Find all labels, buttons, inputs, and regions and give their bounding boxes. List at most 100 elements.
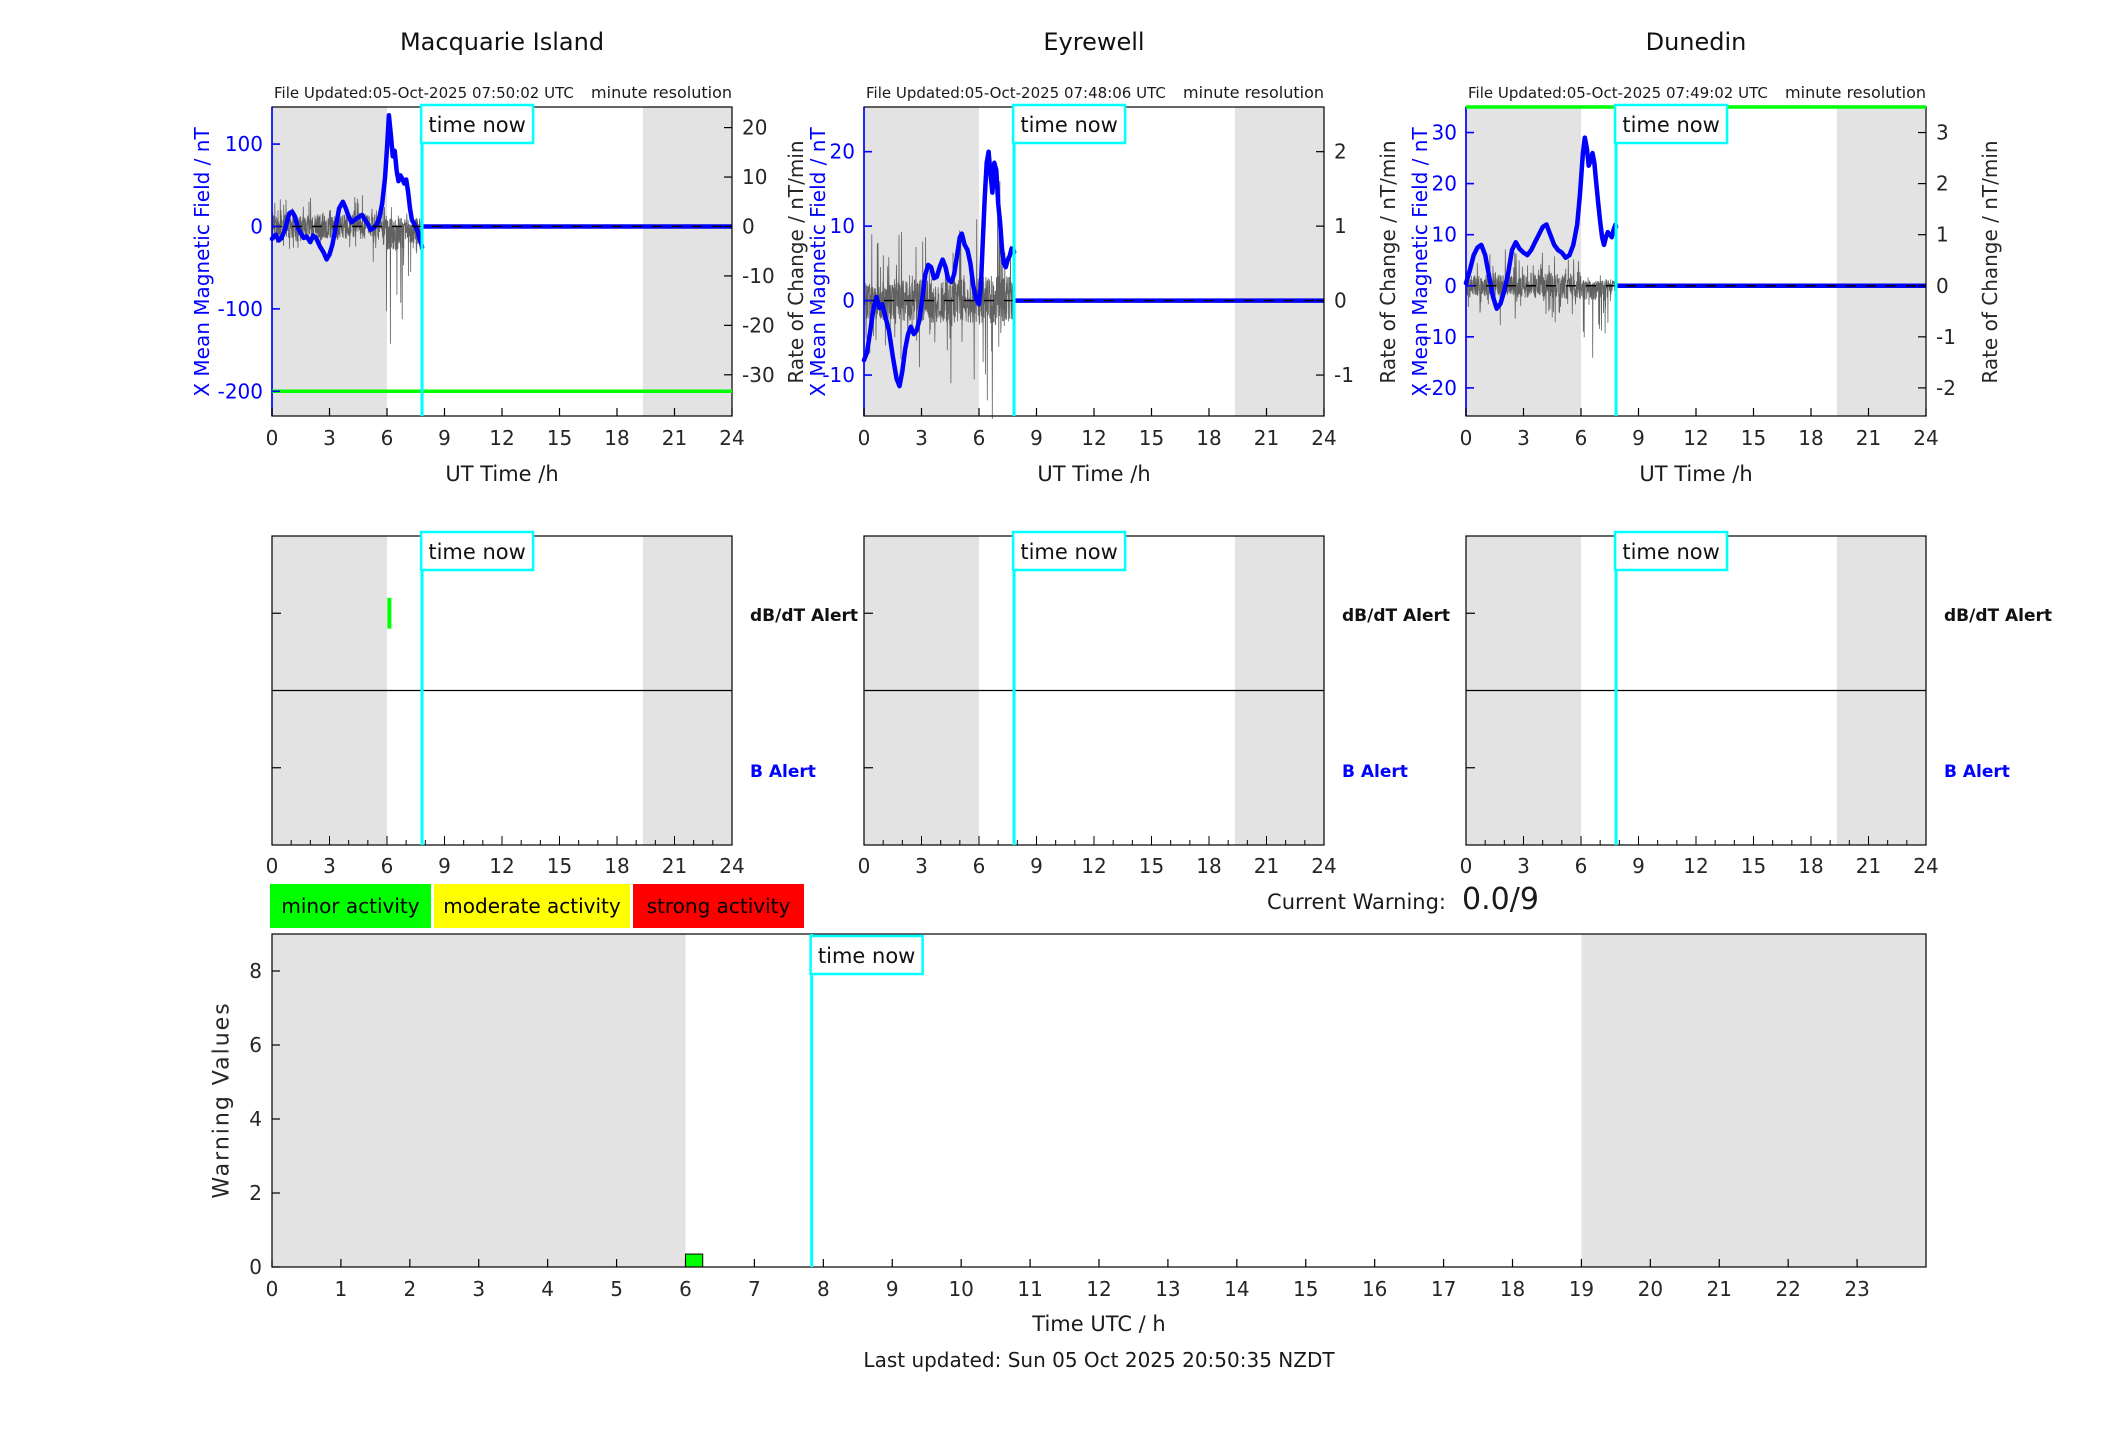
- tick-label: 9: [1030, 854, 1043, 878]
- current-warning-value: 0.0/9: [1462, 882, 1539, 917]
- tick-label: 1: [1936, 223, 1949, 247]
- tick-label: 0: [858, 426, 871, 450]
- tick-label: 9: [1632, 854, 1645, 878]
- legend-minor-activity: minor activity: [270, 884, 431, 928]
- tick-label: 20: [830, 140, 855, 164]
- night-shading: [272, 934, 1926, 1267]
- tick-label: -10: [822, 363, 855, 387]
- warning-bar: [685, 1253, 704, 1268]
- b-alert-label-dunedin: B Alert: [1944, 762, 2010, 782]
- tick-label: 12: [1086, 1277, 1111, 1301]
- y-axis-label-left-eyrewell: X Mean Magnetic Field / nT: [806, 127, 830, 397]
- tick-label: 4: [541, 1277, 554, 1301]
- night-shading: [1466, 107, 1926, 416]
- tick-label: 12: [1683, 854, 1708, 878]
- time-now-label: time now: [1020, 540, 1117, 564]
- tick-label: 0: [1444, 274, 1457, 298]
- tick-label: 15: [1741, 854, 1766, 878]
- legend-moderate-activity: moderate activity: [434, 884, 630, 928]
- file-updated-eyrewell: File Updated:05-Oct-2025 07:48:06 UTC: [866, 84, 1166, 102]
- mean-field-trace: [861, 149, 1017, 389]
- tick-label: 2: [1936, 172, 1949, 196]
- tick-label: 1: [335, 1277, 348, 1301]
- time-now-box: [1613, 103, 1729, 145]
- tick-label: 11: [1017, 1277, 1042, 1301]
- tick-label: 18: [604, 426, 629, 450]
- tick-label: 21: [662, 426, 687, 450]
- time-utc-axis-label: Time UTC / h: [1032, 1312, 1166, 1336]
- tick-label: 15: [1293, 1277, 1318, 1301]
- time-now-label: time now: [1622, 113, 1719, 137]
- tick-label: 6: [1575, 426, 1588, 450]
- resolution-label-dunedin: minute resolution: [1785, 83, 1926, 102]
- tick-label: 18: [1798, 854, 1823, 878]
- time-now-box: [1011, 530, 1127, 572]
- tick-label: -2: [1936, 376, 1956, 400]
- x-axis-label-dunedin: UT Time /h: [1639, 462, 1753, 486]
- resolution-label-eyrewell: minute resolution: [1183, 83, 1324, 102]
- tick-label: 12: [1081, 854, 1106, 878]
- mean-field-trace: [269, 112, 425, 262]
- rate-of-change-trace: [271, 192, 423, 344]
- tick-label: 12: [489, 426, 514, 450]
- time-now-box: [419, 103, 535, 145]
- tick-label: 22: [1775, 1277, 1800, 1301]
- tick-label: 0: [842, 289, 855, 313]
- tick-label: 12: [1683, 426, 1708, 450]
- tick-label: 17: [1431, 1277, 1456, 1301]
- current-warning-label: Current Warning:: [1267, 890, 1446, 914]
- tick-label: 24: [719, 854, 744, 878]
- tick-label: 15: [547, 426, 572, 450]
- legend-strong-activity: strong activity: [633, 884, 804, 928]
- tick-label: 7: [748, 1277, 761, 1301]
- tick-label: 12: [489, 854, 514, 878]
- tick-label: 18: [1798, 426, 1823, 450]
- tick-label: 3: [915, 854, 928, 878]
- time-now-label: time now: [428, 540, 525, 564]
- tick-label: 24: [1913, 854, 1938, 878]
- time-now-label: time now: [818, 944, 915, 968]
- tick-label: 100: [225, 132, 263, 156]
- tick-label: 6: [973, 426, 986, 450]
- tick-label: -20: [1424, 376, 1457, 400]
- station-title-dunedin: Dunedin: [1645, 28, 1747, 56]
- tick-label: 2: [403, 1277, 416, 1301]
- tick-label: 3: [1936, 121, 1949, 145]
- tick-label: 24: [1311, 426, 1336, 450]
- tick-label: 20: [1432, 172, 1457, 196]
- tick-label: 24: [719, 426, 744, 450]
- tick-label: 21: [662, 854, 687, 878]
- dbdt-alert-label-macquarie: dB/dT Alert: [750, 606, 859, 626]
- night-shading: [272, 107, 732, 416]
- tick-label: 14: [1224, 1277, 1249, 1301]
- tick-label: 9: [438, 854, 451, 878]
- tick-label: 10: [830, 214, 855, 238]
- tick-label: 9: [1632, 426, 1645, 450]
- station-title-macquarie: Macquarie Island: [399, 28, 605, 56]
- alert-panel-dunedin: 0 3 6 9 12 15 18 21 24 time now: [1460, 530, 1939, 878]
- tick-label: -100: [218, 297, 263, 321]
- b-alert-label-macquarie: B Alert: [750, 762, 816, 782]
- y-axis-label-right-eyrewell: Rate of Change / nT/min: [1376, 140, 1400, 384]
- dbdt-alert-label-eyrewell: dB/dT Alert: [1342, 606, 1451, 626]
- alert-event-bar: [387, 597, 392, 629]
- tick-label: 3: [472, 1277, 485, 1301]
- tick-label: 0: [1936, 274, 1949, 298]
- tick-label: 18: [1500, 1277, 1525, 1301]
- station-title-eyrewell: Eyrewell: [1043, 28, 1145, 56]
- tick-label: -10: [1424, 325, 1457, 349]
- x-axis-label-macquarie: UT Time /h: [445, 462, 559, 486]
- tick-label: 24: [1913, 426, 1938, 450]
- tick-label: 8: [249, 959, 262, 983]
- tick-label: 18: [1196, 854, 1221, 878]
- tick-label: 9: [886, 1277, 899, 1301]
- tick-label: 23: [1844, 1277, 1869, 1301]
